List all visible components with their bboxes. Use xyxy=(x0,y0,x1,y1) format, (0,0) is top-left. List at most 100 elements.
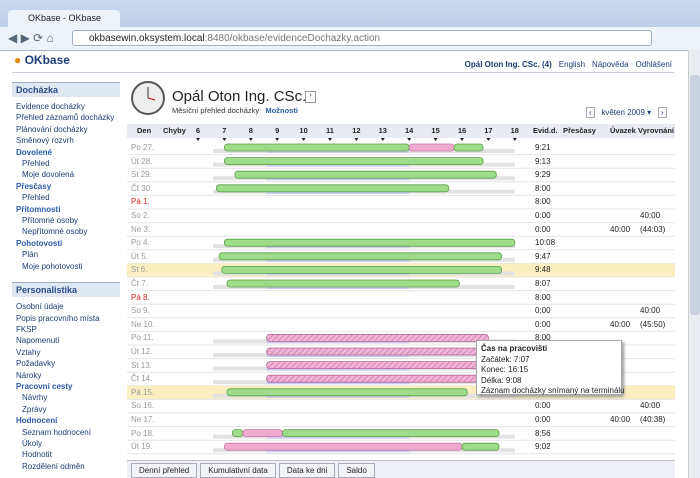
menu-item[interactable]: Plánování docházky xyxy=(16,124,88,134)
menu-item[interactable]: Přítomnosti xyxy=(16,204,61,214)
time-bar[interactable] xyxy=(453,143,484,152)
day-label[interactable]: So 16. xyxy=(131,401,155,411)
scrollbar[interactable] xyxy=(688,50,700,478)
menu-item[interactable]: Rozdělení odměn xyxy=(22,461,85,471)
menu-item[interactable]: Seznam hodnocení xyxy=(22,427,91,437)
day-label[interactable]: Čt 14. xyxy=(131,374,153,384)
time-bar[interactable] xyxy=(266,361,489,370)
title-button[interactable]: › xyxy=(305,91,316,103)
menu-item[interactable]: Úkoly xyxy=(22,438,43,448)
menu-item[interactable]: Požadavky xyxy=(16,359,56,369)
time-bar[interactable] xyxy=(224,442,463,451)
menu-item[interactable]: Přehled xyxy=(22,193,50,203)
time-bar[interactable] xyxy=(224,238,516,247)
logo[interactable]: ● OKbase xyxy=(14,53,70,67)
month[interactable]: květen 2009 xyxy=(601,108,645,117)
day-label[interactable]: Čt 7. xyxy=(131,279,148,288)
day-label[interactable]: So 2. xyxy=(131,211,150,220)
cell-evid: 9:02 xyxy=(535,442,551,452)
time-bar[interactable] xyxy=(218,252,503,261)
cell-evid: 8:00 xyxy=(535,292,551,302)
header-link[interactable]: English xyxy=(558,60,586,69)
tab[interactable]: Data ke dni xyxy=(278,463,336,478)
time-bar[interactable] xyxy=(231,429,244,438)
day-label[interactable]: Ne 3. xyxy=(131,224,151,234)
day-label[interactable]: Po 11. xyxy=(131,333,154,343)
browser-tab[interactable]: OKbase - OKbase xyxy=(8,10,120,27)
day-label[interactable]: St 6. xyxy=(131,265,148,275)
time-bar[interactable] xyxy=(266,333,489,342)
menu-item[interactable]: Pohotovosti xyxy=(16,238,63,248)
menu-item[interactable]: Pracovní cesty xyxy=(16,381,73,391)
menu-item[interactable]: Napomenutí xyxy=(16,336,60,346)
menu-item[interactable]: Zprávy xyxy=(22,404,47,414)
time-bar[interactable] xyxy=(224,143,410,152)
menu-item[interactable]: Přítomné osoby xyxy=(22,216,79,226)
day-label[interactable]: Pá 15. xyxy=(131,387,155,397)
tab[interactable]: Saldo xyxy=(338,463,375,478)
menu-item[interactable]: Nepřítomné osoby xyxy=(22,227,88,237)
cell-evid: 0:00 xyxy=(535,319,551,329)
day-label[interactable]: So 9. xyxy=(131,306,150,316)
nav-buttons[interactable]: ◀ ▶ ⟳ ⌂ xyxy=(8,31,54,45)
menu-item[interactable]: Přehled záznamů docházky xyxy=(16,113,115,123)
time-bar[interactable] xyxy=(408,143,455,152)
day-label[interactable]: Ne 17. xyxy=(131,415,155,424)
cell-balance: (44:03) xyxy=(640,224,666,234)
day-label[interactable]: Čt 30. xyxy=(131,183,153,193)
menu-item[interactable]: Dovolené xyxy=(16,147,53,157)
day-label[interactable]: Út 28. xyxy=(131,156,153,166)
tab[interactable]: Kumulativní data xyxy=(200,463,276,478)
menu-item[interactable]: Moje pohotovosti xyxy=(22,261,83,271)
day-label[interactable]: Pá 1. xyxy=(131,197,150,207)
time-bar[interactable] xyxy=(226,388,468,397)
time-bar[interactable] xyxy=(242,429,283,438)
day-label[interactable]: Út 12. xyxy=(131,347,153,356)
day-label[interactable]: Po 4. xyxy=(131,238,150,248)
menu-item[interactable]: Směnový rozvrh xyxy=(16,136,74,146)
menu-item[interactable]: FKSP xyxy=(16,324,37,334)
time-bar[interactable] xyxy=(226,279,460,288)
menu-item[interactable]: Hodnocení xyxy=(16,416,58,426)
menu-item[interactable]: Hodnotit xyxy=(22,450,52,460)
day-label[interactable]: St 13. xyxy=(131,360,152,370)
day-label[interactable]: Út 5. xyxy=(131,251,148,261)
day-label[interactable]: Ne 10. xyxy=(131,319,155,329)
header-link[interactable]: Nápověda xyxy=(592,60,629,69)
time-bar[interactable] xyxy=(224,157,484,165)
menu-item[interactable]: Popis pracovního místa xyxy=(16,313,100,323)
menu-item[interactable]: Přesčasy xyxy=(16,181,52,191)
menu-item[interactable]: Moje dovolená xyxy=(22,170,75,180)
header-link[interactable]: Odhlášení xyxy=(635,60,672,69)
url-bar[interactable]: okbasewin.oksystem.local:8480/okbase/evi… xyxy=(72,30,652,46)
hour-label: 9 xyxy=(275,126,280,135)
time-bar[interactable] xyxy=(266,374,489,383)
hour-tick xyxy=(512,138,517,141)
time-bar[interactable] xyxy=(266,347,489,356)
hour-label: 13 xyxy=(378,126,387,135)
menu-item[interactable]: Osobní údaje xyxy=(16,302,64,312)
tab[interactable]: Denní přehled xyxy=(131,463,198,478)
menu-item[interactable]: Nároky xyxy=(16,370,42,380)
prev[interactable]: ‹ xyxy=(586,107,595,118)
time-bar[interactable] xyxy=(461,442,500,451)
cell-evid: 8:00 xyxy=(535,333,551,343)
time-bar[interactable] xyxy=(282,429,500,438)
day-label[interactable]: Po 18. xyxy=(131,428,155,438)
time-bar[interactable] xyxy=(216,184,450,193)
time-bar[interactable] xyxy=(234,170,497,179)
menu-item[interactable]: Plán xyxy=(22,250,39,260)
menu-item[interactable]: Evidence docházky xyxy=(16,102,85,111)
day-label[interactable]: Pá 8. xyxy=(131,292,150,302)
url-rest: :8480/okbase/evidenceDochazky.action xyxy=(204,33,381,44)
menu-item[interactable]: Návrhy xyxy=(22,393,48,403)
time-bar[interactable] xyxy=(221,265,502,274)
day-label[interactable]: Út 19. xyxy=(131,442,153,452)
menu-item[interactable]: Přehled xyxy=(22,159,50,169)
options[interactable]: Možnosti xyxy=(265,106,298,115)
menu-item[interactable]: Vztahy xyxy=(16,347,41,357)
day-label[interactable]: St 29. xyxy=(131,170,152,180)
user[interactable]: Opál Oton Ing. CSc. (4) xyxy=(464,60,552,69)
next[interactable]: › xyxy=(657,107,667,118)
day-label[interactable]: Po 27. xyxy=(131,143,155,152)
